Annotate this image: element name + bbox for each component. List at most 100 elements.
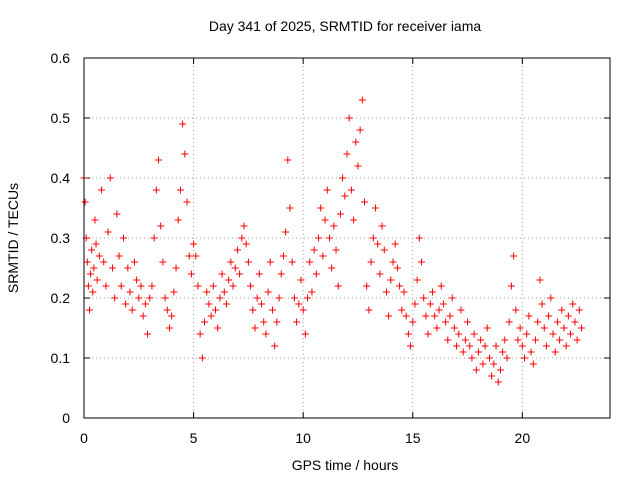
data-point (527, 348, 535, 356)
data-point (220, 288, 228, 296)
data-point (196, 330, 204, 338)
data-point (578, 324, 586, 332)
data-point (334, 282, 342, 290)
data-point (255, 270, 263, 278)
data-point (83, 258, 91, 266)
y-tick-label: 0 (62, 410, 70, 426)
data-point (98, 186, 106, 194)
data-point (547, 294, 555, 302)
data-point (159, 258, 167, 266)
data-point (350, 216, 358, 224)
data-point (282, 228, 290, 236)
data-point (431, 312, 439, 320)
data-point (512, 306, 520, 314)
data-point (475, 348, 482, 356)
data-point (464, 318, 472, 326)
data-point (521, 354, 529, 362)
data-point (284, 156, 292, 164)
data-point (545, 312, 553, 320)
data-point (111, 294, 119, 302)
data-point (518, 342, 526, 350)
data-point (470, 330, 478, 338)
data-point (258, 300, 266, 308)
data-point (251, 324, 259, 332)
data-point (407, 342, 415, 350)
data-point (222, 300, 230, 308)
data-point (176, 186, 184, 194)
data-point (477, 336, 485, 344)
data-point (529, 360, 537, 368)
data-point (216, 294, 224, 302)
data-point (442, 318, 450, 326)
data-point (345, 114, 353, 122)
data-point (124, 264, 132, 272)
data-point (393, 264, 401, 272)
data-point (448, 294, 456, 302)
data-point (288, 258, 296, 266)
data-point (198, 354, 206, 362)
data-point (551, 348, 559, 356)
x-tick-label: 20 (515, 430, 531, 446)
data-point (540, 324, 548, 332)
data-point (457, 306, 465, 314)
data-point (104, 228, 112, 236)
y-tick-label: 0.4 (51, 170, 71, 186)
data-point (461, 336, 469, 344)
data-point (380, 246, 388, 254)
data-point (100, 258, 108, 266)
data-point (347, 186, 355, 194)
data-point (308, 288, 316, 296)
data-point (117, 282, 125, 290)
data-point (409, 318, 417, 326)
data-point (389, 258, 397, 266)
data-point (415, 234, 423, 242)
data-point (455, 330, 463, 338)
data-point (354, 162, 362, 170)
data-point (201, 318, 209, 326)
data-point (542, 342, 550, 350)
data-point (453, 342, 461, 350)
data-point (556, 336, 564, 344)
data-point (328, 264, 336, 272)
data-point (148, 282, 156, 290)
data-point (93, 276, 101, 284)
data-point (91, 216, 99, 224)
data-point (567, 330, 575, 338)
data-point (558, 306, 566, 314)
data-point (365, 306, 373, 314)
data-point (371, 204, 379, 212)
data-point (155, 156, 163, 164)
data-point (374, 240, 382, 248)
data-point (253, 294, 261, 302)
data-points (80, 96, 586, 386)
data-point (534, 318, 542, 326)
y-axis-title: SRMTID / TECUs (5, 183, 21, 293)
data-point (209, 282, 217, 290)
data-point (240, 222, 248, 230)
data-point (341, 192, 349, 200)
y-tick-label: 0.6 (51, 50, 71, 66)
data-point (536, 276, 544, 284)
data-point (418, 258, 426, 266)
data-point (514, 336, 522, 344)
data-point (472, 366, 480, 374)
data-point (481, 342, 489, 350)
data-point (181, 150, 189, 158)
data-point (249, 306, 257, 314)
data-point (549, 330, 557, 338)
data-point (404, 330, 412, 338)
data-point (242, 240, 250, 248)
data-point (391, 240, 399, 248)
data-point (466, 342, 474, 350)
data-point (459, 348, 467, 356)
data-point (152, 186, 160, 194)
x-axis-title: GPS time / hours (292, 457, 399, 473)
data-point (85, 306, 93, 314)
y-tick-label: 0.3 (51, 230, 71, 246)
data-point (413, 276, 421, 284)
data-point (507, 282, 515, 290)
y-tick-label: 0.2 (51, 290, 71, 306)
data-point (233, 246, 241, 254)
data-point (560, 324, 568, 332)
data-point (146, 294, 154, 302)
